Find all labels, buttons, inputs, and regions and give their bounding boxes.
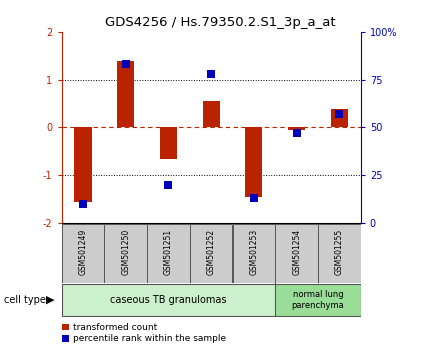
Text: normal lung
parenchyma: normal lung parenchyma <box>292 290 345 310</box>
Bar <box>275 284 361 316</box>
Bar <box>331 109 348 127</box>
Bar <box>160 127 177 159</box>
Text: cell type: cell type <box>4 295 46 305</box>
Bar <box>62 284 275 316</box>
Legend: transformed count, percentile rank within the sample: transformed count, percentile rank withi… <box>62 323 227 343</box>
Text: GSM501249: GSM501249 <box>78 229 88 275</box>
Bar <box>246 127 263 197</box>
Bar <box>203 101 220 127</box>
Text: ▶: ▶ <box>46 295 55 305</box>
Text: GSM501253: GSM501253 <box>249 229 258 275</box>
Bar <box>147 224 190 282</box>
Bar <box>74 127 92 201</box>
Text: GSM501252: GSM501252 <box>207 229 216 275</box>
Text: GSM501255: GSM501255 <box>335 229 344 275</box>
Bar <box>104 224 147 282</box>
Text: caseous TB granulomas: caseous TB granulomas <box>110 295 227 305</box>
Text: GSM501250: GSM501250 <box>121 229 130 275</box>
Bar <box>233 224 275 282</box>
Text: GSM501251: GSM501251 <box>164 229 173 275</box>
Bar <box>117 61 134 127</box>
Bar <box>275 224 318 282</box>
Bar <box>190 224 232 282</box>
Bar <box>318 224 361 282</box>
Text: GDS4256 / Hs.79350.2.S1_3p_a_at: GDS4256 / Hs.79350.2.S1_3p_a_at <box>105 16 335 29</box>
Text: GSM501254: GSM501254 <box>292 229 301 275</box>
Bar <box>288 127 305 130</box>
Bar <box>62 224 104 282</box>
